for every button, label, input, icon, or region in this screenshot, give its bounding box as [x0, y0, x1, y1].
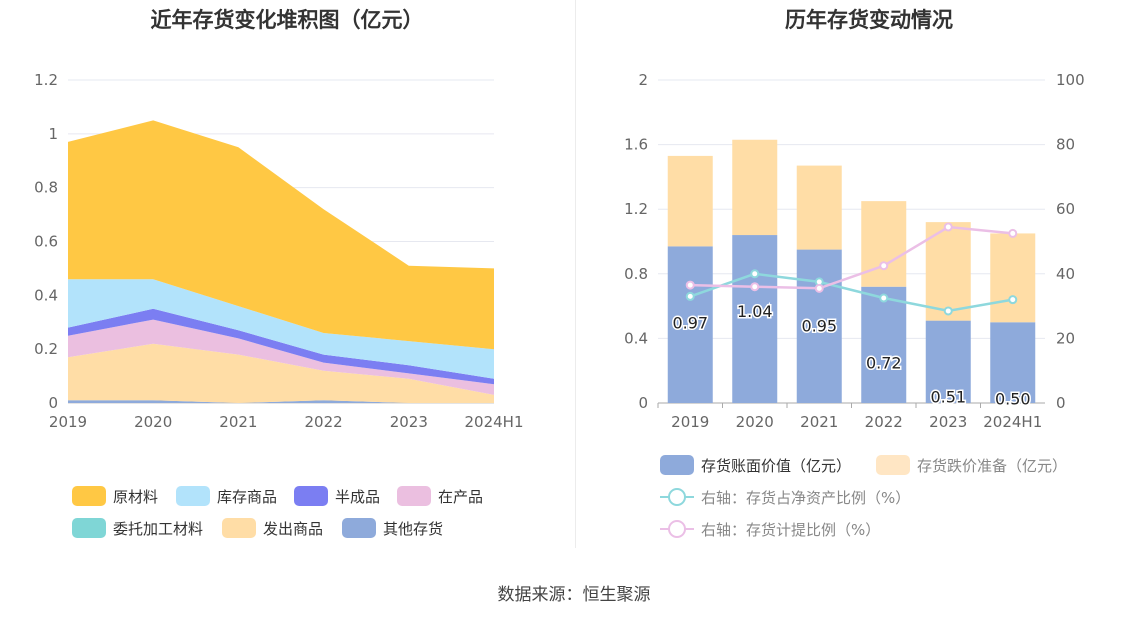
left-x-tick-label: 2019	[49, 413, 87, 431]
legend-label: 其他存货	[383, 520, 443, 538]
right-left-axis-tick: 0.4	[624, 329, 648, 347]
stacked-area-chart: 近年存货变化堆积图（亿元） 0 0.2 0.4 0.6 0.8 1 1.2 2019 2020…	[34, 8, 524, 538]
bar-book-value	[925, 320, 971, 403]
legend-swatch	[397, 486, 431, 506]
left-y-tick-label: 0.8	[34, 179, 58, 197]
bar-data-label: 0.72	[866, 354, 902, 373]
legend-swatch	[72, 518, 106, 538]
bar-impairment	[732, 139, 778, 236]
legend-label: 原材料	[113, 488, 158, 506]
legend-label: 右轴：存货计提比例（%）	[701, 521, 880, 539]
bar-data-label: 0.50	[995, 389, 1031, 408]
right-right-axis-tick: 100	[1056, 71, 1085, 89]
right-left-axis-tick: 2	[638, 71, 648, 89]
line-provision-ratio	[690, 225, 1013, 290]
bar-impairment	[667, 155, 713, 247]
left-y-tick-label: 0	[48, 394, 58, 412]
bar-data-label: 1.04	[737, 302, 773, 321]
legend-swatch	[876, 455, 910, 475]
right-x-tick-label: 2020	[736, 413, 774, 431]
line-point	[685, 280, 695, 290]
line-point	[943, 306, 953, 316]
right-x-tick-label: 2024H1	[983, 413, 1042, 431]
right-right-axis-tick: 0	[1056, 394, 1066, 412]
area-series-半成品	[68, 308, 494, 385]
left-x-tick-label: 2024H1	[465, 413, 524, 431]
right-right-axis-tick: 20	[1056, 329, 1075, 347]
line-point	[814, 277, 824, 287]
legend-swatch	[176, 486, 210, 506]
left-y-tick-label: 0.2	[34, 340, 58, 358]
left-y-tick-label: 1	[48, 125, 58, 143]
legend-swatch	[660, 455, 694, 475]
line-point	[685, 291, 695, 301]
data-source: 数据来源：恒生聚源	[497, 585, 651, 605]
right-left-axis-tick: 1.2	[624, 200, 648, 218]
line-point	[814, 283, 824, 293]
bar-book-value	[667, 246, 713, 403]
line-point	[750, 282, 760, 292]
legend-label: 半成品	[335, 488, 380, 506]
right-x-tick-label: 2021	[800, 413, 838, 431]
line-point	[879, 293, 889, 303]
left-y-tick-label: 1.2	[34, 71, 58, 89]
line-point	[750, 269, 760, 279]
bar-data-label: 0.97	[672, 313, 708, 332]
line-point	[943, 222, 953, 232]
bar-impairment	[861, 201, 907, 287]
right-right-axis-tick: 60	[1056, 200, 1075, 218]
area-series-库存商品	[68, 279, 494, 379]
bar-data-label: 0.95	[801, 317, 837, 336]
line-point	[1008, 295, 1018, 305]
right-left-axis-tick: 0.8	[624, 265, 648, 283]
legend-label: 存货账面价值（亿元）	[701, 457, 851, 475]
legend-label: 在产品	[438, 488, 483, 506]
bar-impairment	[796, 165, 842, 250]
legend-marker	[668, 488, 686, 506]
legend-label: 委托加工材料	[113, 520, 203, 538]
right-x-tick-label: 2019	[671, 413, 709, 431]
right-x-tick-label: 2022	[865, 413, 903, 431]
left-x-tick-label: 2020	[134, 413, 172, 431]
left-x-tick-label: 2022	[305, 413, 343, 431]
panel-divider	[575, 0, 576, 548]
bar-book-value	[990, 322, 1036, 403]
legend-swatch	[72, 486, 106, 506]
legend-swatch	[222, 518, 256, 538]
left-y-tick-label: 0.4	[34, 286, 58, 304]
legend-label: 库存商品	[217, 488, 277, 506]
left-y-tick-label: 0.6	[34, 233, 58, 251]
legend-swatch	[342, 518, 376, 538]
legend-label: 存货跌价准备（亿元）	[917, 457, 1067, 475]
bar-impairment	[925, 222, 971, 321]
legend-swatch	[294, 486, 328, 506]
right-right-axis-tick: 80	[1056, 136, 1075, 154]
right-chart-title: 历年存货变动情况	[785, 8, 953, 32]
area-series-在产品	[68, 319, 494, 395]
area-series-原材料	[68, 120, 494, 350]
bar-book-value	[861, 286, 907, 403]
right-left-axis-tick: 0	[638, 394, 648, 412]
legend-label: 右轴：存货占净资产比例（%）	[701, 489, 910, 507]
right-right-axis-tick: 40	[1056, 265, 1075, 283]
right-left-axis-tick: 1.6	[624, 136, 648, 154]
left-x-tick-label: 2023	[390, 413, 428, 431]
line-point	[1008, 228, 1018, 238]
bar-book-value	[796, 249, 842, 403]
bar-book-value	[732, 235, 778, 403]
bar-impairment	[990, 233, 1036, 323]
legend-label: 发出商品	[263, 520, 323, 538]
left-chart-title: 近年存货变化堆积图（亿元）	[151, 8, 424, 32]
left-x-tick-label: 2021	[219, 413, 257, 431]
line-asset-ratio	[689, 272, 1014, 313]
line-point	[879, 261, 889, 271]
area-series-发出商品	[68, 343, 494, 403]
bar-data-label: 0.51	[930, 388, 966, 407]
legend-marker	[668, 520, 686, 538]
right-x-tick-label: 2023	[929, 413, 967, 431]
